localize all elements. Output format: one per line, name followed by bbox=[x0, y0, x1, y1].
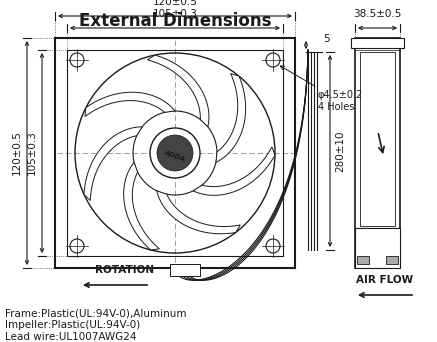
Bar bbox=[351, 38, 404, 48]
Text: φ4.5±0.2
4 Holes: φ4.5±0.2 4 Holes bbox=[280, 66, 363, 112]
Polygon shape bbox=[193, 147, 275, 195]
Bar bbox=[357, 256, 369, 264]
Bar bbox=[170, 264, 200, 276]
Text: ROTATION: ROTATION bbox=[95, 265, 155, 275]
Bar bbox=[355, 228, 400, 268]
Polygon shape bbox=[157, 191, 240, 234]
Circle shape bbox=[157, 135, 193, 171]
Text: 120±0.5: 120±0.5 bbox=[153, 0, 198, 7]
Polygon shape bbox=[216, 74, 246, 162]
Text: AIR FLOW: AIR FLOW bbox=[357, 275, 413, 285]
Text: ADDA: ADDA bbox=[163, 149, 187, 163]
Bar bbox=[386, 256, 398, 264]
Polygon shape bbox=[84, 127, 142, 200]
Bar bbox=[55, 38, 295, 268]
Bar bbox=[67, 50, 283, 256]
Polygon shape bbox=[85, 92, 175, 117]
Text: Frame:Plastic(UL:94V-0),Aluminum: Frame:Plastic(UL:94V-0),Aluminum bbox=[5, 308, 187, 318]
Text: 5: 5 bbox=[324, 34, 330, 44]
Text: 280±10: 280±10 bbox=[335, 130, 345, 172]
Polygon shape bbox=[147, 55, 209, 127]
Text: 120±0.5: 120±0.5 bbox=[12, 131, 22, 175]
Text: 105±0.3: 105±0.3 bbox=[153, 9, 198, 19]
Text: Impeller:Plastic(UL:94V-0): Impeller:Plastic(UL:94V-0) bbox=[5, 320, 140, 330]
Bar bbox=[360, 52, 395, 226]
Text: 38.5±0.5: 38.5±0.5 bbox=[353, 9, 402, 19]
Polygon shape bbox=[124, 162, 160, 250]
Text: Lead wire:UL1007AWG24: Lead wire:UL1007AWG24 bbox=[5, 332, 136, 342]
Bar bbox=[355, 38, 400, 268]
Circle shape bbox=[150, 128, 200, 178]
Text: 105±0.3: 105±0.3 bbox=[27, 131, 37, 175]
Text: External Dimensions: External Dimensions bbox=[79, 12, 271, 30]
